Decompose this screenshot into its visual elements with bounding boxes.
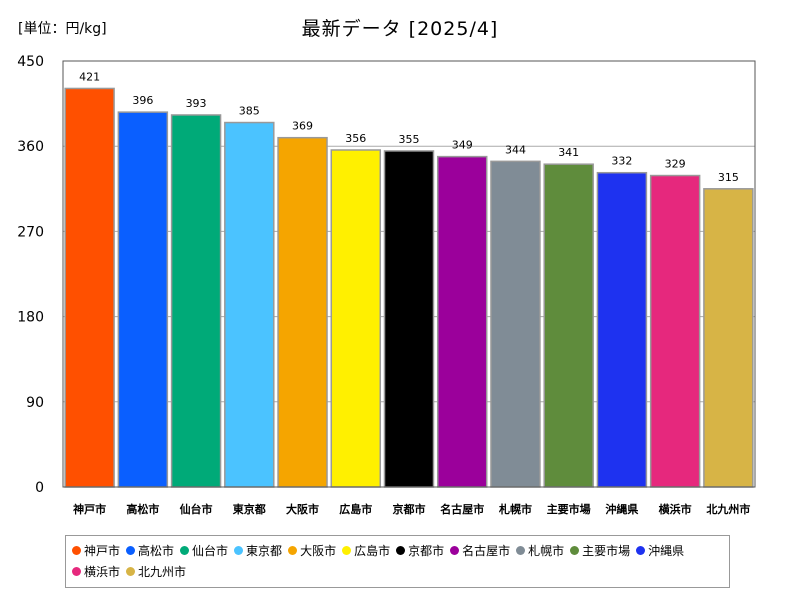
legend-label: 高松市	[138, 544, 175, 558]
legend-item: 沖縄県	[636, 540, 684, 561]
bar	[703, 188, 754, 488]
category-labels: 神戸市 高松市 仙台市 東京都 大阪市 広島市 京都市 名古屋市 札幌市 主要市場 沖縄県 横浜市 北九…	[73, 502, 750, 516]
legend-dot-icon	[180, 546, 190, 555]
legend: 神戸市 高松市 仙台市 東京都 大阪市 広島市 京都市 名古屋市 札幌市 主要市場 沖縄県横浜市 北九…	[65, 535, 730, 588]
value-label: 421	[79, 70, 100, 83]
category-label: 沖縄県	[605, 502, 638, 516]
legend-dot-icon	[342, 546, 352, 555]
legend-label: 仙台市	[192, 544, 229, 558]
legend-dot-icon	[570, 546, 580, 555]
bar	[64, 87, 115, 488]
legend-item: 札幌市	[516, 540, 564, 561]
category-label: 北九州市	[706, 502, 750, 516]
category-label: 名古屋市	[440, 502, 484, 516]
legend-item: 広島市	[342, 540, 390, 561]
value-label: 349	[452, 139, 473, 152]
bar	[224, 121, 275, 488]
category-label: 東京都	[233, 502, 266, 516]
category-label: 京都市	[393, 502, 426, 516]
legend-dot-icon	[72, 567, 81, 576]
legend-item: 横浜市	[72, 561, 120, 582]
category-label: 主要市場	[547, 502, 591, 516]
legend-label: 横浜市	[84, 565, 121, 579]
unit-label: [単位：円/kg]	[18, 21, 107, 37]
legend-label: 東京都	[246, 544, 283, 558]
value-label: 315	[718, 171, 739, 184]
legend-label: 大阪市	[300, 544, 337, 558]
y-tick-label: 360	[17, 139, 44, 155]
value-label: 332	[611, 155, 632, 168]
bars	[64, 87, 754, 488]
legend-item: 主要市場	[570, 540, 630, 561]
value-label: 355	[399, 133, 420, 146]
legend-label: 京都市	[408, 544, 445, 558]
value-label: 396	[132, 94, 153, 107]
bar	[436, 155, 488, 488]
bar	[117, 111, 169, 488]
legend-item: 神戸市	[72, 540, 120, 561]
category-label: 高松市	[126, 502, 159, 516]
legend-item: 大阪市	[288, 540, 336, 561]
y-tick-label: 90	[26, 395, 44, 411]
legend-label: 広島市	[354, 544, 391, 558]
y-tick-label: 180	[17, 310, 44, 326]
value-label: 356	[345, 132, 366, 145]
legend-label: 神戸市	[84, 544, 121, 558]
value-label: 341	[558, 146, 579, 159]
bar	[277, 136, 328, 488]
category-label: 大阪市	[286, 502, 319, 516]
value-label: 393	[186, 97, 207, 110]
legend-label: 名古屋市	[462, 544, 511, 558]
y-tick-labels: 0 90 180 270 360 450	[17, 54, 44, 496]
legend-dot-icon	[234, 546, 244, 555]
y-tick-label: 450	[17, 54, 44, 70]
legend-dot-icon	[636, 546, 646, 555]
legend-dot-icon	[126, 567, 136, 576]
value-labels: 421 396 393 385 369 356 355 349 344 341 332 329 315	[79, 70, 739, 183]
category-label: 札幌市	[498, 502, 532, 516]
bar	[383, 150, 435, 488]
chart-title: 最新データ [2025/4]	[301, 18, 499, 40]
legend-label: 札幌市	[528, 544, 565, 558]
plot-frame	[62, 60, 756, 488]
axes	[62, 60, 756, 488]
legend-dot-icon	[396, 546, 406, 555]
legend-item: 高松市	[126, 540, 174, 561]
legend-item: 京都市	[396, 540, 444, 561]
bar	[170, 114, 222, 488]
bar	[543, 163, 594, 488]
value-label: 329	[665, 158, 686, 171]
legend-dot-icon	[126, 546, 136, 555]
legend-label: 主要市場	[582, 544, 631, 558]
category-label: 広島市	[339, 502, 372, 516]
y-tick-label: 270	[17, 224, 44, 240]
legend-dot-icon	[450, 546, 460, 555]
category-label: 神戸市	[73, 502, 106, 516]
legend-dot-icon	[288, 546, 298, 555]
legend-label: 沖縄県	[648, 544, 685, 558]
legend-item: 仙台市	[180, 540, 228, 561]
bar	[490, 160, 541, 488]
legend-item: 北九州市	[126, 561, 186, 582]
bar	[649, 174, 701, 488]
bar	[596, 171, 648, 488]
bar	[330, 149, 382, 488]
legend-dot-icon	[72, 546, 81, 555]
y-tick-label: 0	[35, 480, 44, 496]
value-label: 385	[239, 105, 260, 118]
category-label: 横浜市	[659, 502, 692, 516]
legend-item: 名古屋市	[450, 540, 510, 561]
value-label: 344	[505, 143, 526, 156]
legend-label: 北九州市	[138, 565, 187, 579]
bar-chart: 0 90 180 270 360 450 神戸市 高松市 仙台市 東京都 大阪市 広島市 京都市 名古屋…	[17, 54, 756, 516]
legend-dot-icon	[516, 546, 526, 555]
category-label: 仙台市	[180, 502, 213, 516]
legend-item: 東京都	[234, 540, 282, 561]
value-label: 369	[292, 120, 313, 133]
